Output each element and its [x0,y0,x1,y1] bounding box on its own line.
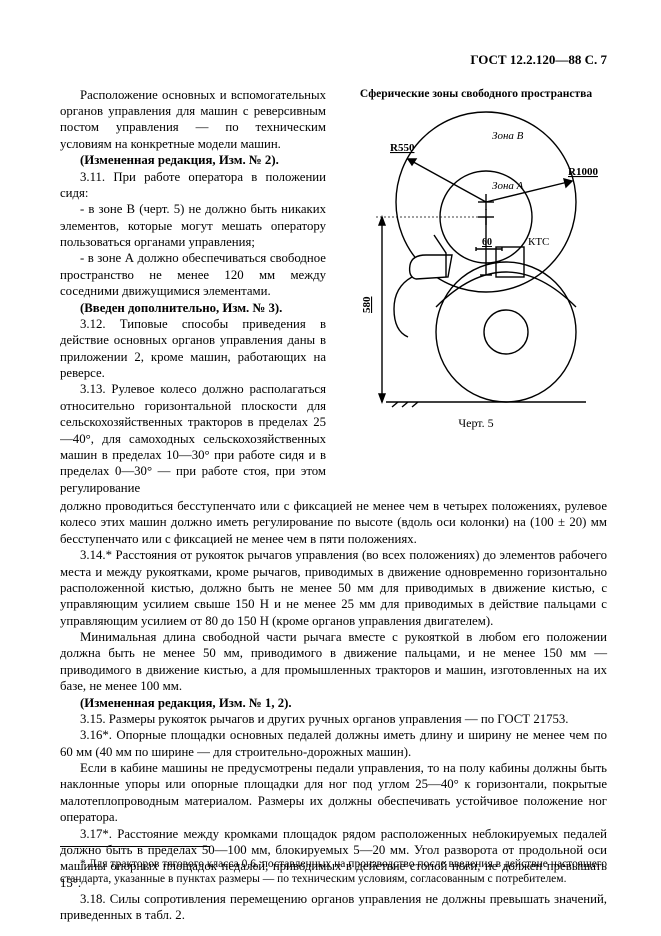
para-3-16: 3.16*. Опорные площадки основных педалей… [60,727,607,760]
para-3-10a: Расположение основных и вспомогательных … [60,87,326,153]
footnote-text: * Для тракторов тягового класса 0,6, пос… [60,857,607,886]
label-zone-b: Зона В [492,130,524,142]
para-3-11-a: - в зоне А должно обеспечиваться свободн… [60,250,326,299]
figure-column: Сферические зоны свободного пространства [345,87,607,432]
footnote-separator [60,846,210,847]
label-ktc: КТС [528,236,549,248]
label-r1000: R1000 [568,166,598,178]
label-580: 580 [361,296,373,313]
para-3-13-cont: должно проводиться бесступенчато или с ф… [60,498,607,547]
figure-caption: Черт. 5 [345,416,607,431]
footnote-para: * Для тракторов тягового класса 0,6, пос… [60,857,607,886]
para-3-14b: Минимальная длина свободной части рычага… [60,629,607,695]
figure-5-svg: Зона В Зона А R550 R1000 КТС 60 580 [346,107,606,412]
para-add-3: (Введен дополнительно, Изм. № 3). [60,300,326,316]
para-edit-12: (Измененная редакция, Изм. № 1, 2). [60,695,607,711]
label-r550: R550 [390,142,415,154]
para-3-15: 3.15. Размеры рукояток рычагов и других … [60,711,607,727]
para-edit-2: (Измененная редакция, Изм. № 2). [60,152,326,168]
para-3-12: 3.12. Типовые способы приведения в дейст… [60,316,326,382]
para-3-16b: Если в кабине машины не предусмотрены пе… [60,760,607,826]
page-header: ГОСТ 12.2.120—88 С. 7 [60,52,607,69]
para-3-14: 3.14.* Расстояния от рукояток рычагов уп… [60,547,607,629]
label-60: 60 [482,237,492,248]
para-3-11: 3.11. При работе оператора в положении с… [60,169,326,202]
para-3-11-b: - в зоне В (черт. 5) не должно быть ника… [60,201,326,250]
para-3-18: 3.18. Силы сопротивления перемещению орг… [60,891,607,924]
label-zone-a: Зона А [492,180,524,192]
para-3-13: 3.13. Рулевое колесо должно располагатьс… [60,381,326,496]
figure-title: Сферические зоны свободного пространства [345,87,607,102]
text-column-left: Расположение основных и вспомогательных … [60,87,326,496]
